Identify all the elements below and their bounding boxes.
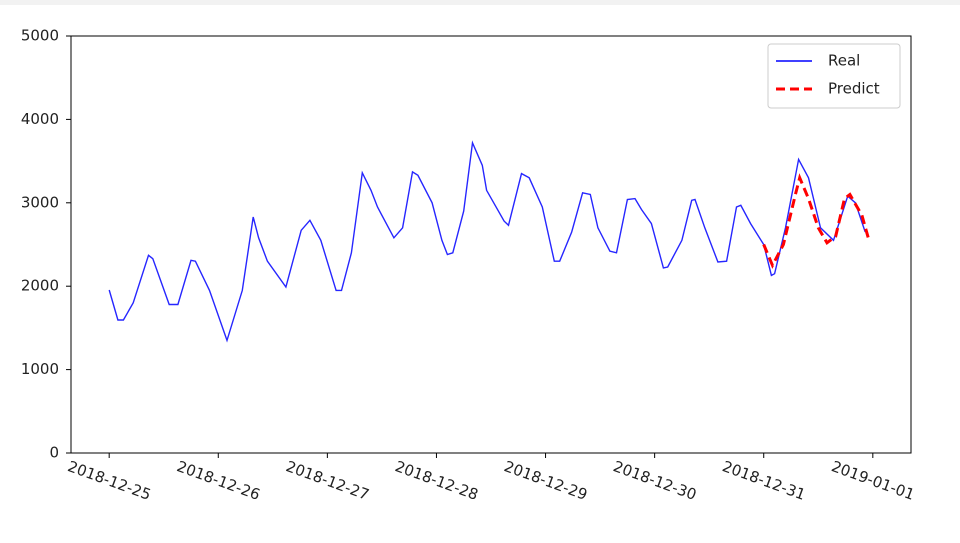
x-tick-label: 2018-12-27 (283, 457, 371, 504)
y-tick-label: 2000 (21, 277, 59, 295)
y-tick-label: 4000 (21, 110, 59, 128)
y-tick-label: 0 (49, 444, 59, 462)
legend-box (767, 43, 901, 109)
plot-frame (70, 35, 912, 454)
y-tick-label: 3000 (21, 193, 59, 211)
x-tick-label: 2018-12-31 (720, 457, 808, 504)
x-tick-label: 2018-12-29 (502, 457, 590, 504)
x-tick-label: 2018-12-28 (393, 457, 481, 504)
series-line (108, 140, 866, 343)
top-strip (0, 0, 960, 5)
legend-label: Real (828, 52, 860, 70)
x-tick-label: 2018-12-30 (611, 457, 699, 504)
x-tick-label: 2018-12-25 (65, 457, 153, 504)
y-tick-label: 1000 (21, 360, 59, 378)
y-tick-label: 5000 (21, 27, 59, 45)
x-tick-label: 2019-01-01 (829, 457, 917, 504)
legend-label: Predict (828, 80, 880, 98)
x-tick-label: 2018-12-26 (174, 457, 262, 504)
series-line (762, 173, 870, 269)
